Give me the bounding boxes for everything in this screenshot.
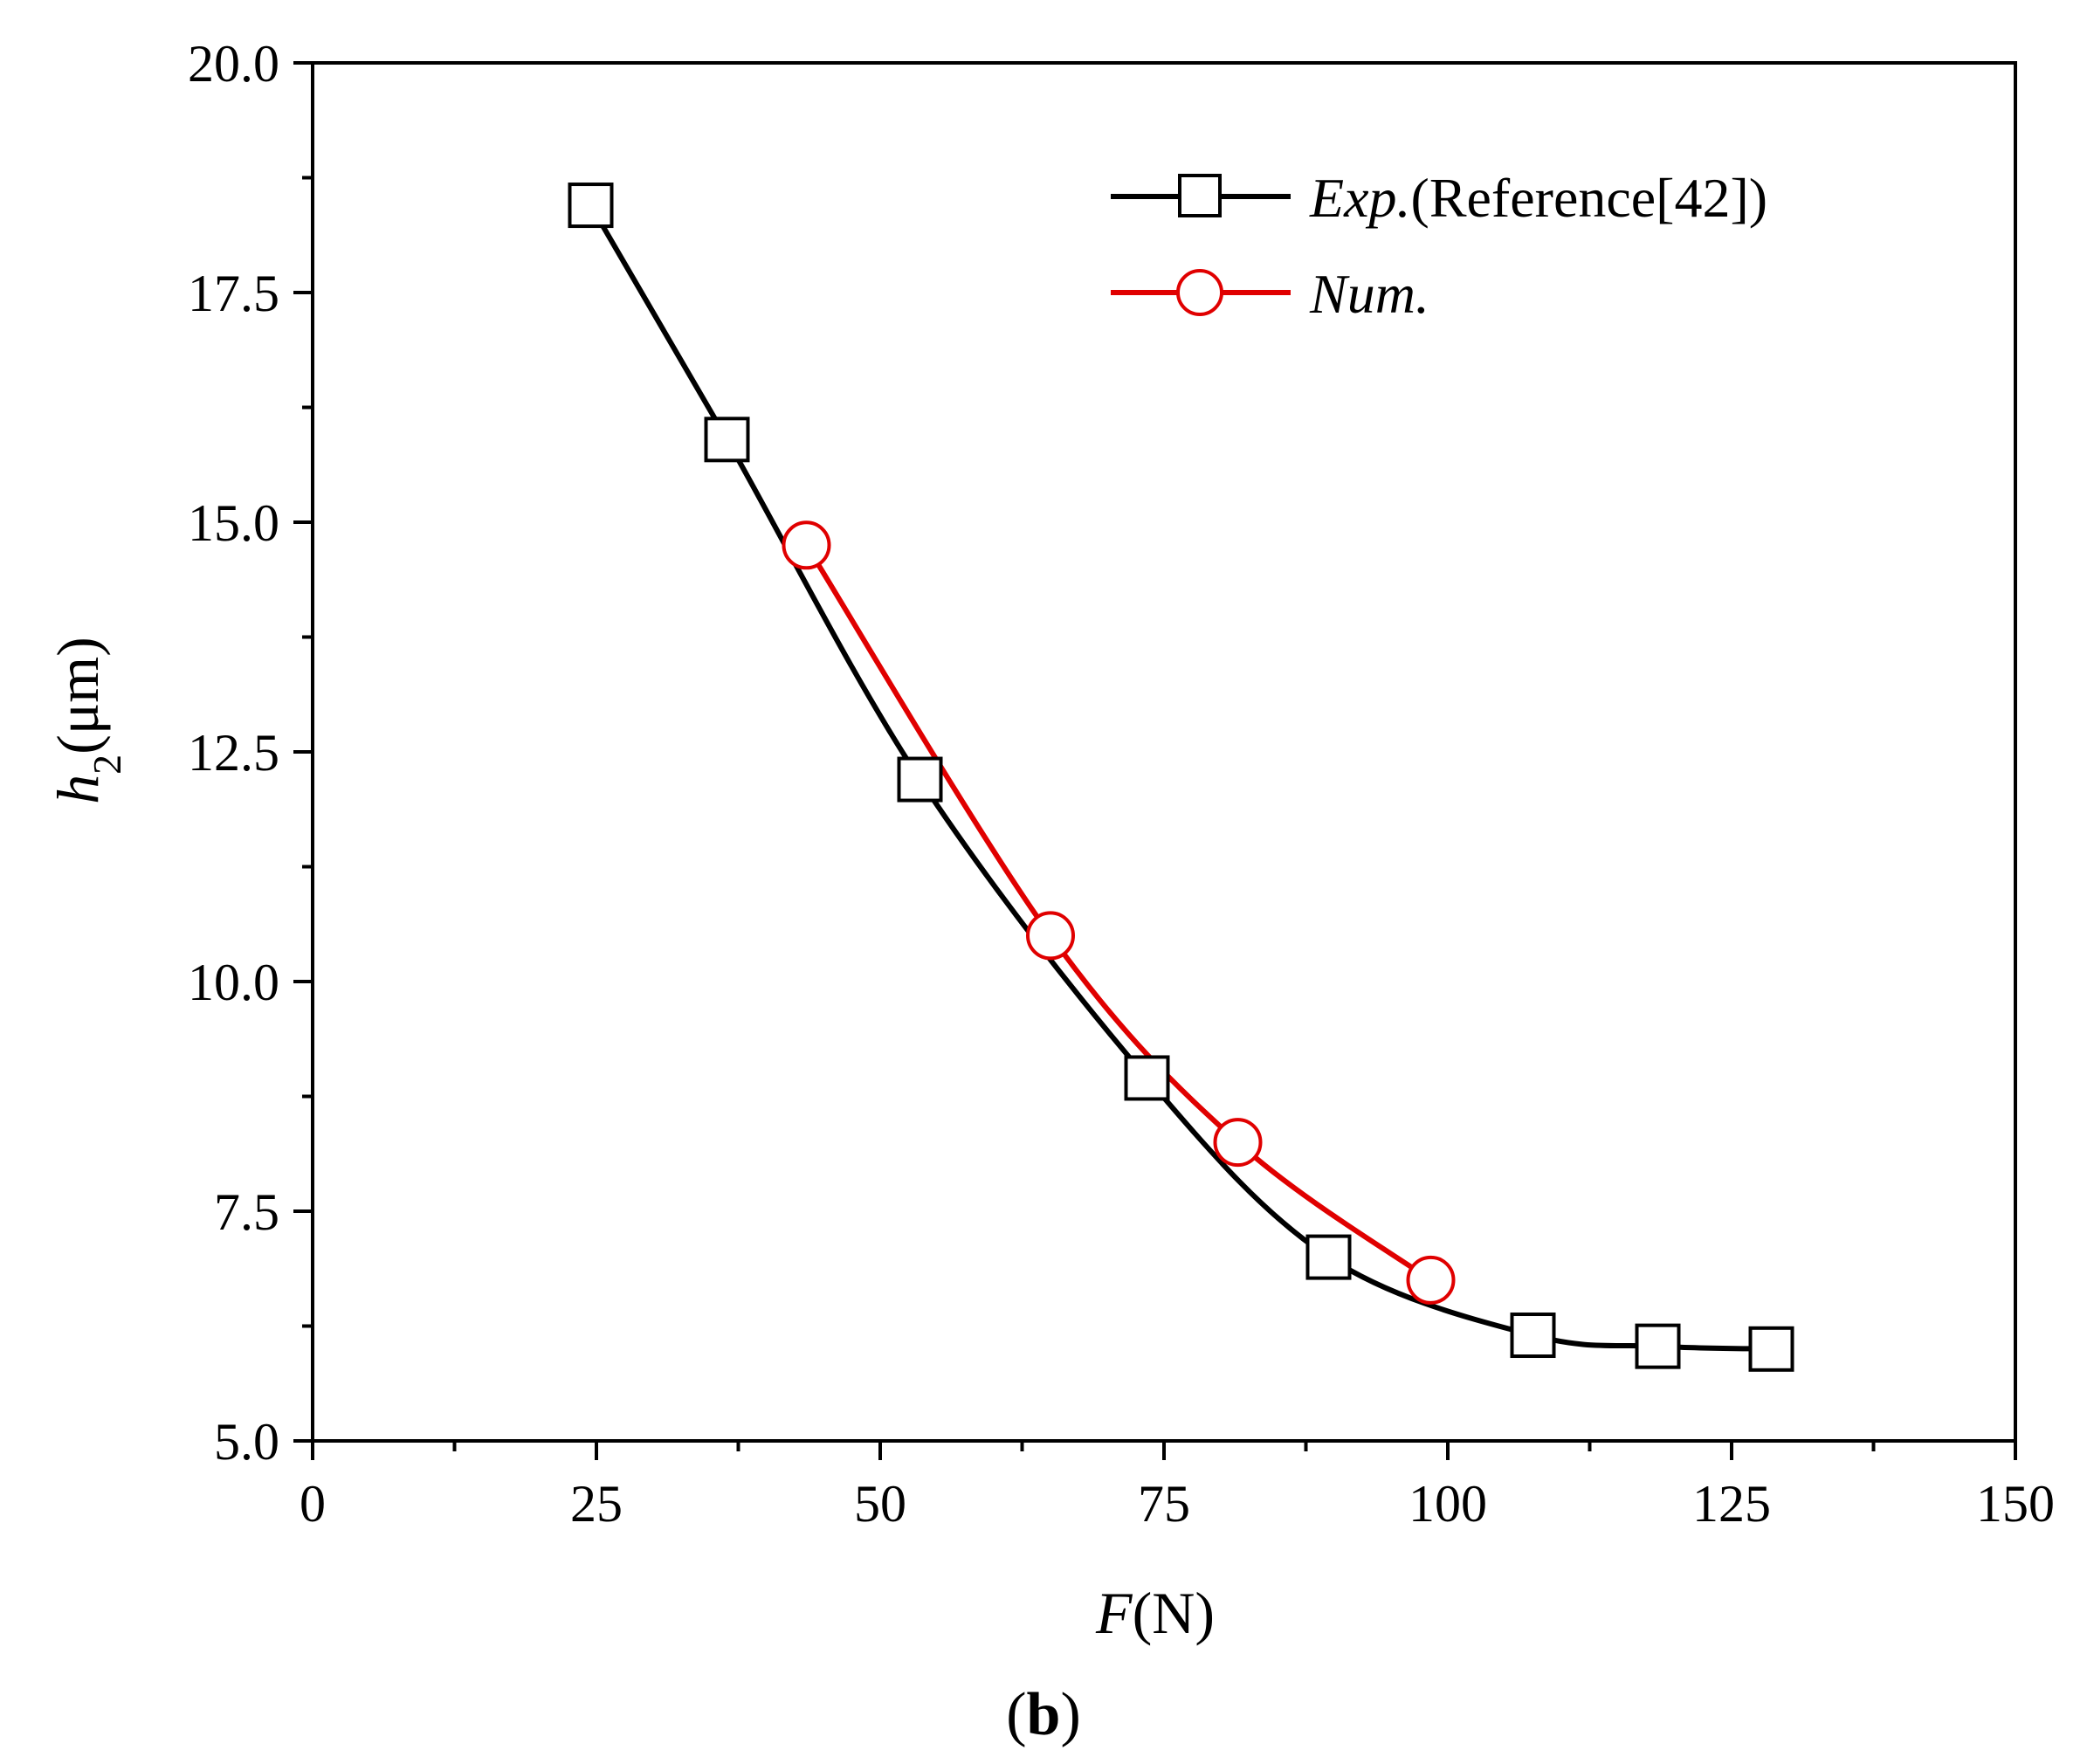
legend-label-exp: Exp.(Reference[42]) <box>1309 167 1767 229</box>
x-tick-label: 75 <box>1138 1475 1190 1533</box>
data-point-square <box>1510 1313 1556 1359</box>
data-point-circle <box>1406 1255 1456 1305</box>
series-markers <box>568 183 1794 1372</box>
y-tick-label: 17.5 <box>188 265 279 322</box>
x-tick-label: 0 <box>300 1475 326 1533</box>
x-tick-label: 25 <box>570 1475 623 1533</box>
y-tick-label: 10.0 <box>188 954 279 1011</box>
x-tick-label: 50 <box>854 1475 906 1533</box>
y-tick-label: 20.0 <box>188 35 279 93</box>
x-tick-label: 100 <box>1409 1475 1487 1533</box>
series-line-0 <box>588 203 1772 1352</box>
data-point-square <box>1124 1055 1170 1101</box>
data-point-square <box>897 756 943 803</box>
legend-marker-num <box>1176 269 1223 316</box>
figure-caption: (b) <box>1006 1681 1081 1748</box>
data-point-square <box>1305 1234 1352 1280</box>
y-tick-label: 7.5 <box>214 1183 279 1241</box>
x-tick-label: 150 <box>1976 1475 2055 1533</box>
legend-marker-exp <box>1178 174 1222 217</box>
legend: Exp.(Reference[42]) Num. <box>1111 167 1767 325</box>
series-line-1 <box>803 543 1433 1283</box>
data-point-square <box>1748 1326 1794 1372</box>
data-point-circle <box>1213 1118 1263 1168</box>
data-point-square <box>568 183 614 229</box>
data-point-square <box>704 417 750 463</box>
data-point-square <box>1635 1323 1681 1369</box>
plot-frame <box>311 61 2017 1443</box>
axis-ticks <box>293 61 2017 1460</box>
y-axis-title: h2(μm) <box>45 637 129 804</box>
legend-label-num: Num. <box>1309 263 1429 325</box>
data-point-circle <box>782 520 831 570</box>
y-tick-label: 15.0 <box>188 494 279 552</box>
x-axis-title: F(N) <box>1095 1580 1215 1646</box>
axis-tick-labels: 0 25 50 75 100 125 150 5.0 7.5 10.0 12.5 15.0 17.5 20… <box>188 35 2055 1533</box>
series-curves <box>588 203 1772 1352</box>
x-tick-label: 125 <box>1692 1475 1771 1533</box>
y-tick-label: 5.0 <box>214 1413 279 1471</box>
y-tick-label: 12.5 <box>188 724 279 782</box>
data-point-circle <box>1026 911 1075 961</box>
